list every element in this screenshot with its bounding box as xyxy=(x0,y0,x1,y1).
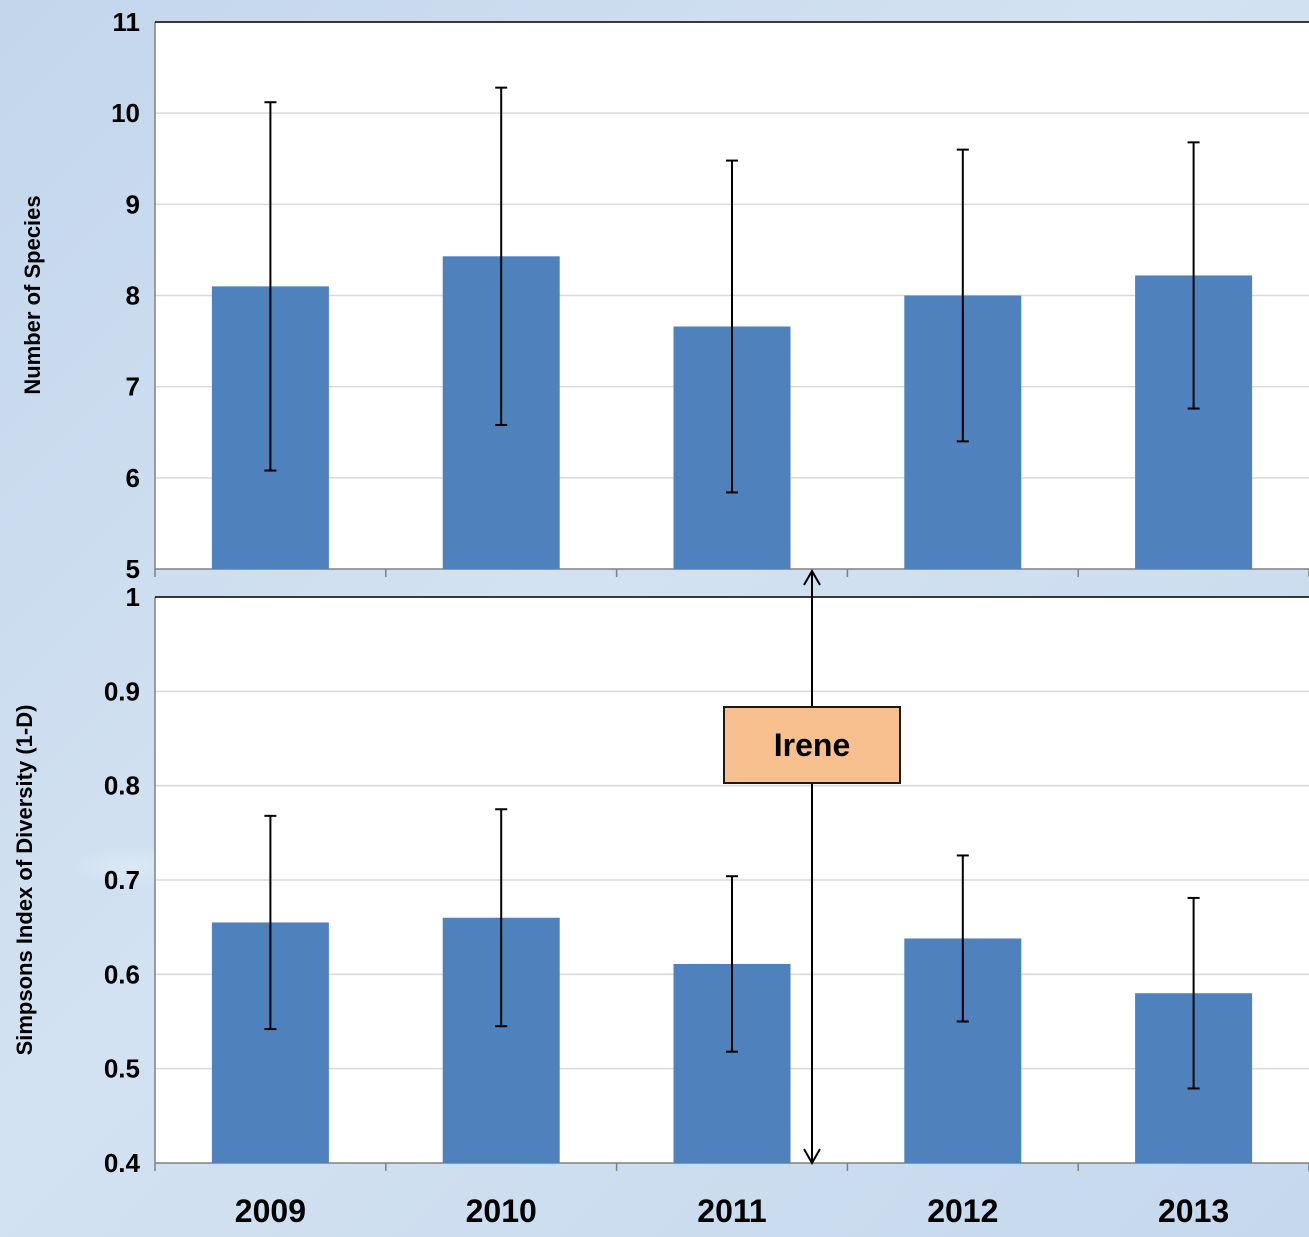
y-tick-label: 0.8 xyxy=(104,771,140,801)
y-tick-label: 5 xyxy=(126,554,140,584)
x-tick-label: 2013 xyxy=(1158,1193,1229,1229)
irene-event-arrow xyxy=(803,568,821,1166)
x-tick-label: 2009 xyxy=(235,1193,306,1229)
y-tick-label: 9 xyxy=(126,189,140,219)
y-tick-label: 0.9 xyxy=(104,676,140,706)
y-tick-label: 0.5 xyxy=(104,1054,140,1084)
irene-annotation-label: Irene xyxy=(723,706,901,784)
y-tick-label: 10 xyxy=(111,98,140,128)
y-tick-label: 0.4 xyxy=(104,1148,141,1178)
simpson-index-panel: 0.4 0.5 0.6 0.7 0.8 0.9 1 2009 2010 2011 2012 2013 S… xyxy=(12,582,1309,1229)
y-tick-label: 1 xyxy=(126,582,140,612)
x-tick-label: 2011 xyxy=(697,1193,766,1229)
y-axis-title: Number of Species xyxy=(20,195,45,394)
y-axis-title: Simpsons Index of Diversity (1-D) xyxy=(12,705,37,1056)
y-tick-label: 7 xyxy=(126,372,140,402)
y-tick-label: 0.7 xyxy=(104,865,140,895)
y-tick-label: 8 xyxy=(126,281,140,311)
arrow-head-up xyxy=(803,568,821,586)
y-tick-label: 6 xyxy=(126,463,140,493)
x-tick-label: 2010 xyxy=(466,1193,537,1229)
arrow-head-down xyxy=(803,1148,821,1166)
species-count-panel: 5 6 7 8 9 10 11 Number of Species xyxy=(20,7,1309,584)
x-tick-label: 2012 xyxy=(927,1193,998,1229)
y-tick-label: 0.6 xyxy=(104,959,140,989)
y-tick-label: 11 xyxy=(113,7,141,37)
